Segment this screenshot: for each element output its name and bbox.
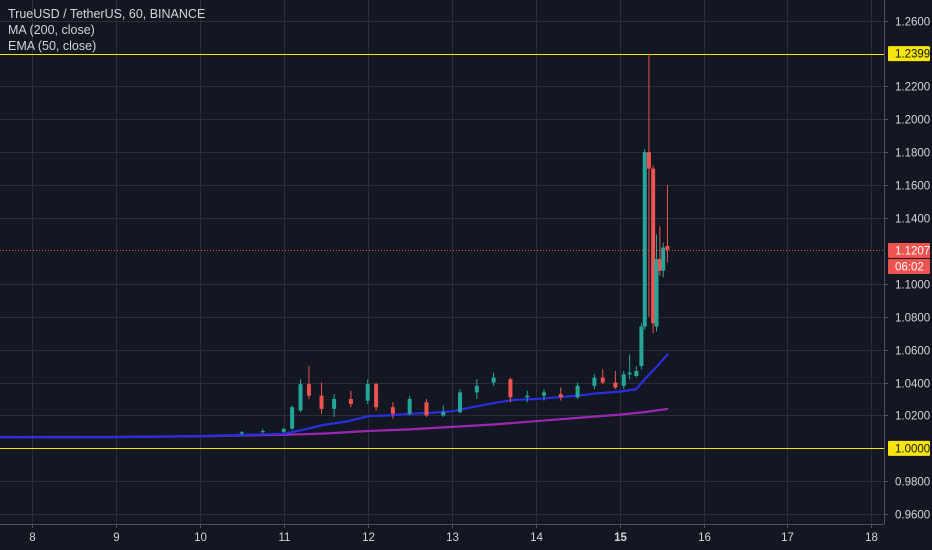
candle-body (424, 402, 429, 416)
price-tick-label: 1.1600 (895, 181, 930, 193)
price-tick-label: 1.2600 (895, 17, 930, 29)
current-price-badge-bg (888, 243, 930, 258)
candle-body (319, 395, 324, 409)
price-axis[interactable]: 1.2600 1.2200 1.2000 1.1800 1.1600 1.1400 1.10… (884, 0, 932, 550)
candle-body (390, 407, 395, 414)
candles (239, 53, 670, 436)
candle-body (407, 398, 412, 414)
candle-countdown-badge-bg (888, 259, 930, 274)
candle-body (639, 326, 644, 367)
candle-body (642, 152, 647, 327)
candle-body (634, 370, 639, 376)
candle-body (281, 428, 286, 432)
hline-price-badge-bg (888, 440, 930, 456)
candle-body (661, 247, 666, 271)
candle-body (600, 377, 605, 383)
candle-body (613, 382, 618, 388)
candle-body (458, 392, 463, 413)
chart-legend: TrueUSD / TetherUS, 60, BINANCE MA (200,… (8, 6, 205, 54)
price-tick-label: 1.1800 (895, 148, 930, 160)
candle-body (646, 152, 651, 169)
time-tick-label: 18 (865, 532, 878, 544)
candle-body (290, 407, 295, 429)
candle-body (239, 432, 244, 434)
price-tick-label: 0.9800 (895, 477, 930, 489)
candle-body (575, 385, 580, 398)
price-tick-label: 1.2200 (895, 82, 930, 94)
hline-price-badge: 1.2399 (895, 49, 930, 61)
time-tick-label: 15 (614, 532, 627, 544)
candle-body (491, 377, 496, 383)
candle-body (365, 384, 370, 401)
candle-body (651, 168, 656, 324)
price-tick-label: 1.0200 (895, 411, 930, 423)
price-tick-label: 1.0800 (895, 313, 930, 325)
ema-indicator-label[interactable]: EMA (50, close) (8, 39, 97, 53)
time-tick-label: 9 (113, 532, 119, 544)
price-tick-label: 0.9600 (895, 510, 930, 522)
candle-body (542, 392, 546, 396)
hline-price-badge-bg (888, 46, 930, 62)
time-tick-label: 17 (781, 532, 794, 544)
price-tick-label: 1.0400 (895, 379, 930, 391)
candle-body (474, 385, 479, 393)
candle-body (298, 384, 303, 411)
horizontal-lines[interactable] (0, 54, 884, 449)
price-badges: 1.2399 1.0000 1.1207 06:02 (888, 46, 930, 456)
candle-body (558, 394, 563, 398)
price-tick-label: 1.1000 (895, 280, 930, 292)
candle-body (592, 377, 597, 386)
candle-body (306, 384, 311, 396)
price-tick-label: 1.0600 (895, 346, 930, 358)
candle-body (508, 379, 513, 398)
time-axis[interactable]: 8 9 10 11 12 13 14 15 16 17 18 (0, 524, 884, 544)
time-tick-label: 16 (698, 532, 711, 544)
time-tick-label: 8 (29, 532, 35, 544)
price-axis-bg (884, 0, 932, 550)
current-price-badge: 1.1207 (895, 246, 930, 258)
candle-body (525, 395, 530, 398)
ema-50-line (0, 352, 670, 439)
candle-body (374, 384, 379, 408)
time-tick-label: 11 (279, 532, 291, 544)
candle-body (627, 372, 632, 375)
candle-body (665, 245, 670, 250)
price-tick-label: 1.2000 (895, 115, 930, 127)
time-tick-label: 14 (530, 532, 543, 544)
symbol-title[interactable]: TrueUSD / TetherUS, 60, BINANCE (8, 7, 206, 21)
time-tick-label: 12 (362, 532, 375, 544)
candle-body (332, 398, 337, 409)
candle-countdown-badge: 06:02 (895, 262, 924, 274)
ma-indicator-label[interactable]: MA (200, close) (8, 23, 95, 37)
price-tick-label: 1.1400 (895, 214, 930, 226)
time-tick-label: 10 (194, 532, 207, 544)
candle-body (654, 259, 659, 327)
hline-price-badge: 1.0000 (895, 443, 930, 455)
candle-body (621, 374, 626, 386)
ema-50-series (0, 352, 670, 439)
candle-body (348, 398, 353, 404)
time-tick-label: 13 (446, 532, 459, 544)
candle-body (657, 259, 662, 271)
candle-body (441, 412, 446, 416)
candle-body (260, 431, 265, 433)
